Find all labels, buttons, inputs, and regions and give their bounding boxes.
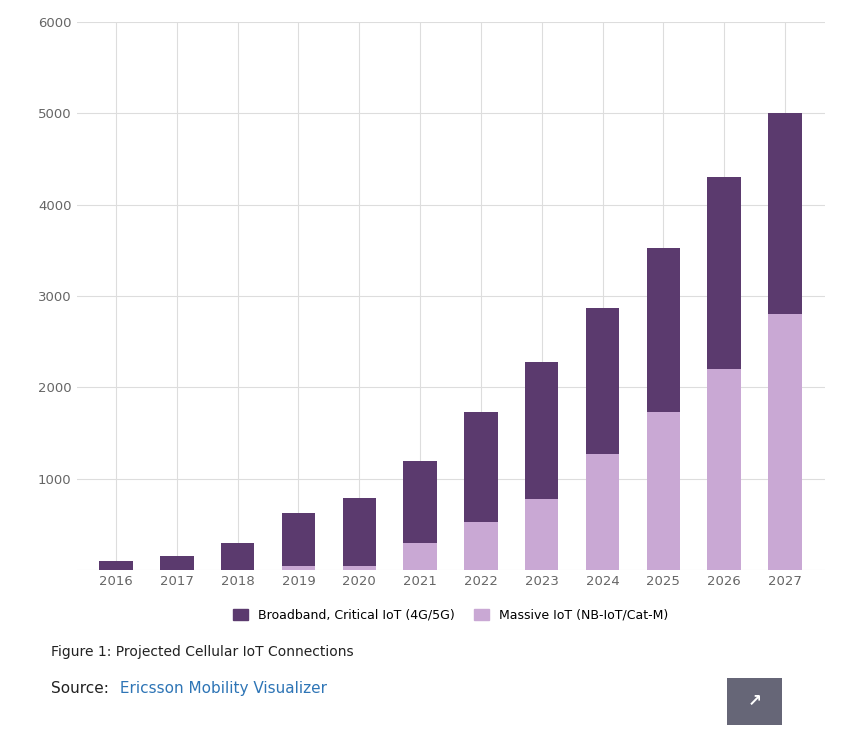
Bar (221, 542, 254, 570)
Bar (343, 566, 376, 570)
Legend: Broadband, Critical IoT (4G/5G), Massive IoT (NB-IoT/Cat-M): Broadband, Critical IoT (4G/5G), Massive… (228, 604, 673, 627)
Bar (768, 314, 802, 570)
Bar (647, 412, 680, 570)
Bar (343, 498, 376, 566)
Bar (525, 362, 558, 499)
Text: Figure 1: Projected Cellular IoT Connections: Figure 1: Projected Cellular IoT Connect… (51, 645, 354, 659)
Bar (464, 412, 497, 522)
Bar (525, 499, 558, 570)
Bar (586, 454, 620, 570)
Bar (707, 369, 741, 570)
Bar (281, 512, 315, 566)
Bar (404, 542, 437, 570)
Text: Source:: Source: (51, 681, 114, 697)
Bar (707, 177, 741, 369)
Bar (160, 556, 194, 570)
Text: Ericsson Mobility Visualizer: Ericsson Mobility Visualizer (115, 681, 326, 697)
Bar (281, 566, 315, 570)
Bar (464, 522, 497, 570)
Bar (768, 113, 802, 314)
Bar (647, 248, 680, 412)
Bar (586, 308, 620, 454)
Bar (404, 461, 437, 542)
Text: ↗: ↗ (747, 692, 762, 711)
Bar (99, 561, 133, 570)
